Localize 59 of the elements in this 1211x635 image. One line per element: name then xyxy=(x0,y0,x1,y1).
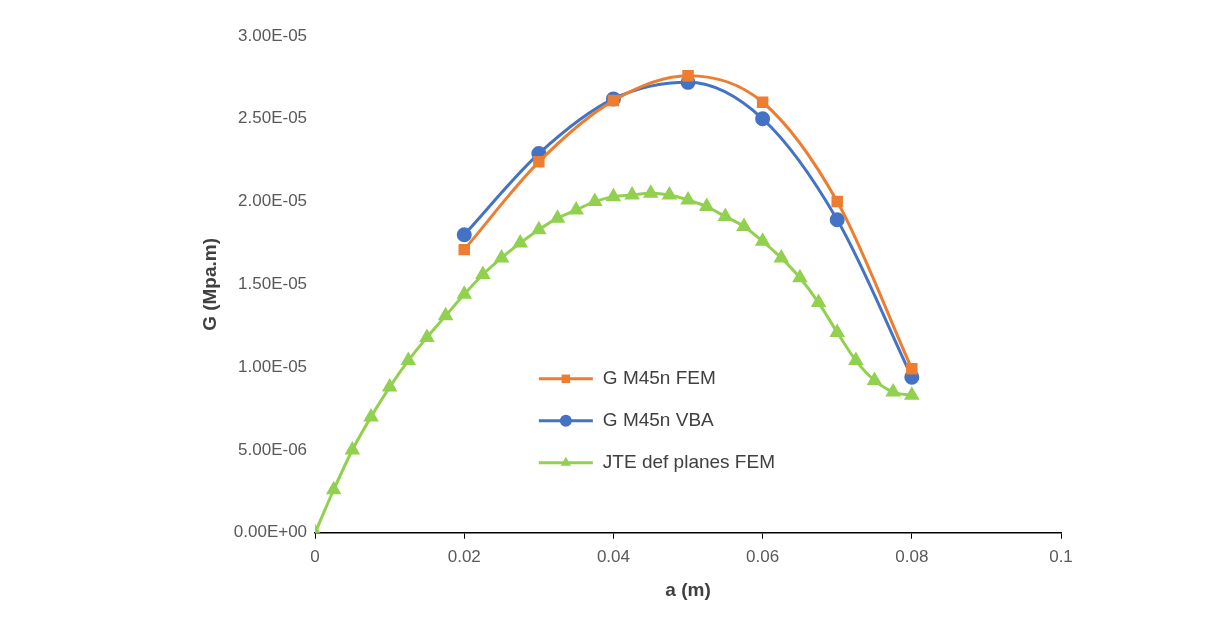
point xyxy=(588,194,602,207)
point xyxy=(737,218,751,231)
point xyxy=(662,187,677,200)
point xyxy=(830,324,844,337)
point xyxy=(867,372,882,385)
y-tick-label: 1.50E-05 xyxy=(238,274,308,294)
point xyxy=(533,156,545,168)
point xyxy=(849,353,863,366)
point xyxy=(532,222,546,235)
y-tick-label: 0.00E+00 xyxy=(233,522,308,542)
point xyxy=(327,482,341,495)
point xyxy=(756,96,769,108)
point xyxy=(456,227,472,243)
y-tick-label: 5.00E-06 xyxy=(238,439,308,459)
y-tick-label: 3.00E-05 xyxy=(238,25,308,45)
point xyxy=(420,329,434,342)
point xyxy=(774,250,788,263)
legend-label: JTE def planes FEM xyxy=(602,451,775,473)
y-tick-label: 1.00E-05 xyxy=(238,356,308,376)
point xyxy=(681,192,695,205)
point xyxy=(382,379,397,392)
point xyxy=(906,363,918,375)
point xyxy=(793,270,807,283)
point xyxy=(606,189,621,202)
point xyxy=(458,243,470,256)
point xyxy=(755,111,771,127)
point xyxy=(513,235,527,248)
point xyxy=(905,387,919,400)
point xyxy=(494,250,509,263)
point xyxy=(699,199,714,212)
point xyxy=(831,195,843,208)
x-tick-label: 0.1 xyxy=(1049,546,1073,566)
point xyxy=(569,202,583,215)
point xyxy=(886,384,900,397)
point xyxy=(345,442,360,455)
x-tick-label: 0.06 xyxy=(746,546,780,566)
x-tick-label: 0.04 xyxy=(596,546,630,566)
point xyxy=(457,286,471,299)
y-tick-label: 2.00E-05 xyxy=(238,191,308,211)
point xyxy=(829,212,845,228)
point xyxy=(364,409,378,422)
y-tick-label: 2.50E-05 xyxy=(238,108,308,128)
point xyxy=(755,233,770,246)
point xyxy=(625,187,639,200)
point xyxy=(811,295,826,308)
x-tick-label: 0 xyxy=(310,546,320,566)
y-axis-title: G (Mpa.m) xyxy=(198,237,220,331)
x-tick-label: 0.02 xyxy=(447,546,481,566)
x-axis-title: a (m) xyxy=(665,578,711,600)
point xyxy=(550,210,565,223)
legend-label: G M45n VBA xyxy=(602,409,715,431)
point xyxy=(682,70,694,82)
x-tick-label: 0.08 xyxy=(895,546,929,566)
point xyxy=(401,353,415,366)
point xyxy=(644,185,658,198)
legend-label: G M45n FEM xyxy=(602,367,716,389)
point xyxy=(718,209,733,221)
point xyxy=(438,308,453,321)
point xyxy=(476,266,490,279)
